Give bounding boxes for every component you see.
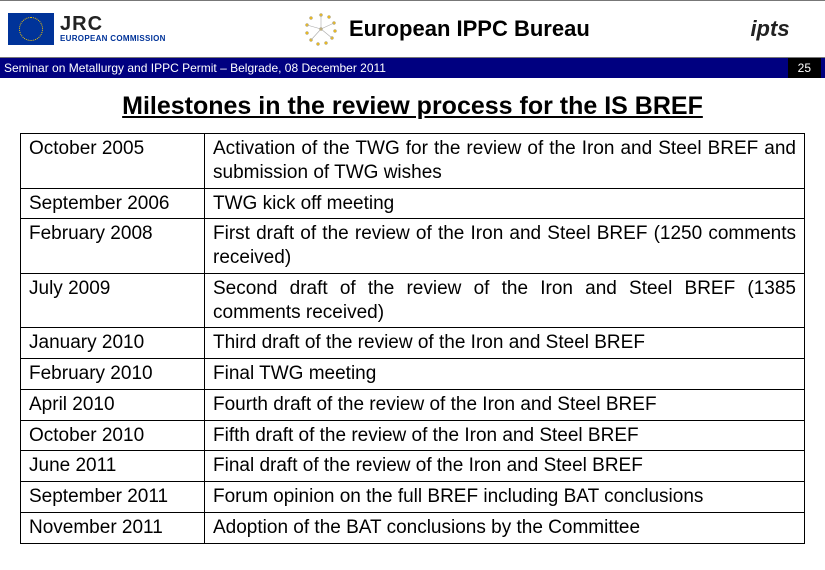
milestone-description: Activation of the TWG for the review of … <box>205 134 805 189</box>
table-row: October 2005Activation of the TWG for th… <box>21 134 805 189</box>
milestone-date: October 2010 <box>21 420 205 451</box>
milestone-description: Fourth draft of the review of the Iron a… <box>205 389 805 420</box>
seminar-text: Seminar on Metallurgy and IPPC Permit – … <box>4 61 788 75</box>
table-row: February 2008First draft of the review o… <box>21 219 805 274</box>
ipts-logo: ipts <box>725 5 815 53</box>
milestone-date: April 2010 <box>21 389 205 420</box>
milestone-description: Fifth draft of the review of the Iron an… <box>205 420 805 451</box>
ipts-logo-text: ipts <box>750 16 789 42</box>
table-row: June 2011Final draft of the review of th… <box>21 451 805 482</box>
milestone-date: February 2008 <box>21 219 205 274</box>
milestone-date: January 2010 <box>21 328 205 359</box>
table-row: January 2010Third draft of the review of… <box>21 328 805 359</box>
milestone-date: September 2011 <box>21 482 205 513</box>
milestone-date: October 2005 <box>21 134 205 189</box>
milestone-description: Third draft of the review of the Iron an… <box>205 328 805 359</box>
milestone-description: Final draft of the review of the Iron an… <box>205 451 805 482</box>
milestone-table: October 2005Activation of the TWG for th… <box>20 133 805 544</box>
header-title: European IPPC Bureau <box>349 16 590 42</box>
milestone-description: Adoption of the BAT conclusions by the C… <box>205 512 805 543</box>
table-row: February 2010Final TWG meeting <box>21 359 805 390</box>
milestone-date: July 2009 <box>21 273 205 328</box>
jrc-acronym: JRC <box>60 15 166 34</box>
milestone-description: First draft of the review of the Iron an… <box>205 219 805 274</box>
ec-label: EUROPEAN COMMISSION <box>60 34 166 43</box>
table-row: July 2009Second draft of the review of t… <box>21 273 805 328</box>
milestone-description: TWG kick off meeting <box>205 188 805 219</box>
page-number: 25 <box>788 58 821 78</box>
milestone-date: June 2011 <box>21 451 205 482</box>
table-row: September 2011Forum opinion on the full … <box>21 482 805 513</box>
table-row: September 2006TWG kick off meeting <box>21 188 805 219</box>
milestone-description: Second draft of the review of the Iron a… <box>205 273 805 328</box>
seminar-bar: Seminar on Metallurgy and IPPC Permit – … <box>0 58 825 78</box>
jrc-logo-block: JRC EUROPEAN COMMISSION <box>0 13 166 45</box>
milestone-description: Forum opinion on the full BREF including… <box>205 482 805 513</box>
table-row: April 2010Fourth draft of the review of … <box>21 389 805 420</box>
table-row: November 2011Adoption of the BAT conclus… <box>21 512 805 543</box>
milestone-date: February 2010 <box>21 359 205 390</box>
slide-header: JRC EUROPEAN COMMISSION <box>0 0 825 58</box>
milestone-date: September 2006 <box>21 188 205 219</box>
jrc-text-block: JRC EUROPEAN COMMISSION <box>60 15 166 43</box>
page-title: Milestones in the review process for the… <box>0 92 825 121</box>
milestone-description: Final TWG meeting <box>205 359 805 390</box>
eu-flag-icon <box>8 13 54 45</box>
table-row: October 2010Fifth draft of the review of… <box>21 420 805 451</box>
header-title-block: European IPPC Bureau <box>166 9 725 49</box>
eu-stars-icon <box>301 9 341 49</box>
milestone-date: November 2011 <box>21 512 205 543</box>
